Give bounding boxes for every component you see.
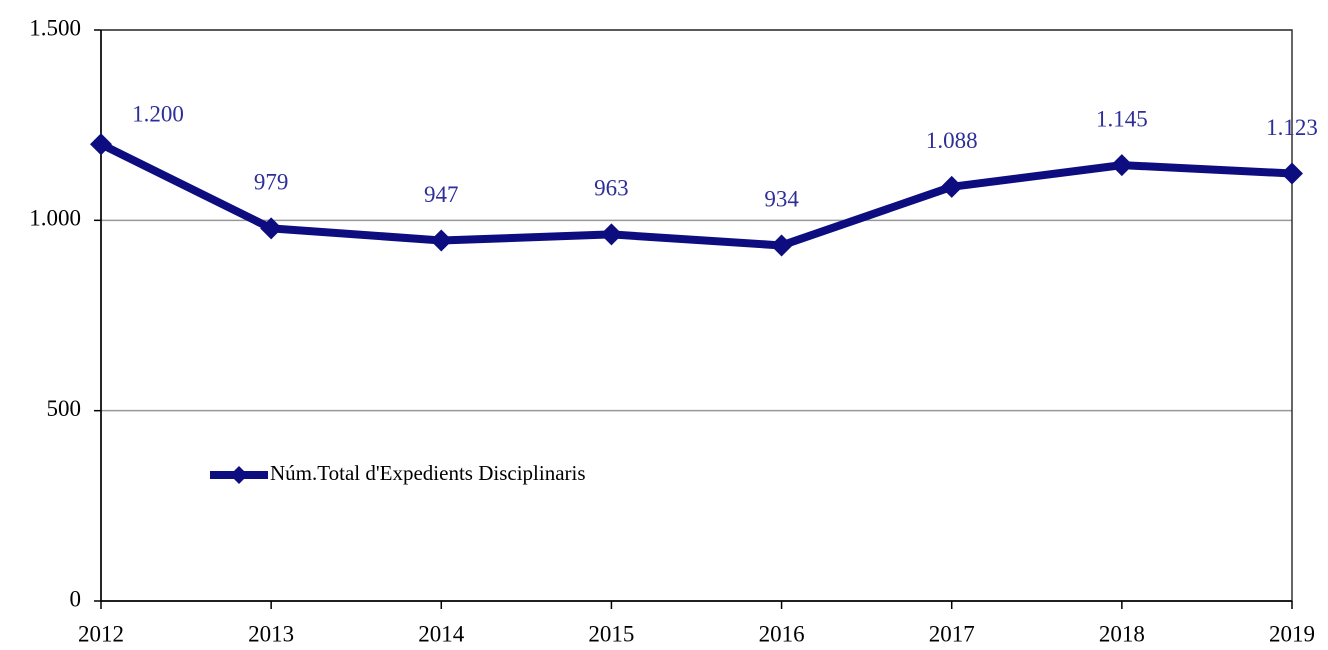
y-tick-label: 500 bbox=[47, 396, 82, 421]
marker bbox=[940, 175, 963, 198]
x-tick-label: 2013 bbox=[248, 621, 294, 646]
marker bbox=[600, 223, 623, 246]
marker bbox=[430, 229, 453, 252]
value-label: 934 bbox=[764, 187, 799, 212]
marker bbox=[1281, 162, 1303, 185]
marker bbox=[90, 133, 112, 156]
x-tick-label: 2016 bbox=[759, 621, 805, 646]
series-line bbox=[99, 140, 1293, 250]
y-tick-label: 0 bbox=[70, 586, 82, 611]
y-tick-label: 1.500 bbox=[29, 15, 81, 40]
value-label: 1.145 bbox=[1096, 106, 1148, 131]
x-tick-label: 2018 bbox=[1099, 621, 1145, 646]
y-tick-label: 1.000 bbox=[29, 206, 81, 231]
legend-marker bbox=[230, 466, 248, 484]
value-label: 963 bbox=[594, 176, 629, 201]
value-label: 979 bbox=[254, 170, 289, 195]
x-tick-label: 2017 bbox=[929, 621, 975, 646]
marker bbox=[1110, 154, 1133, 177]
value-label: 1.123 bbox=[1266, 115, 1318, 140]
x-tick-label: 2015 bbox=[588, 621, 634, 646]
value-label: 1.088 bbox=[926, 128, 978, 153]
x-tick-label: 2012 bbox=[78, 621, 124, 646]
marker bbox=[260, 217, 283, 240]
x-tick-label: 2019 bbox=[1269, 621, 1315, 646]
value-label: 947 bbox=[424, 182, 459, 207]
marker bbox=[770, 234, 793, 257]
value-label: 1.200 bbox=[132, 101, 184, 126]
legend-label: Núm.Total d'Expedients Disciplinaris bbox=[270, 461, 586, 485]
x-tick-label: 2014 bbox=[418, 621, 465, 646]
